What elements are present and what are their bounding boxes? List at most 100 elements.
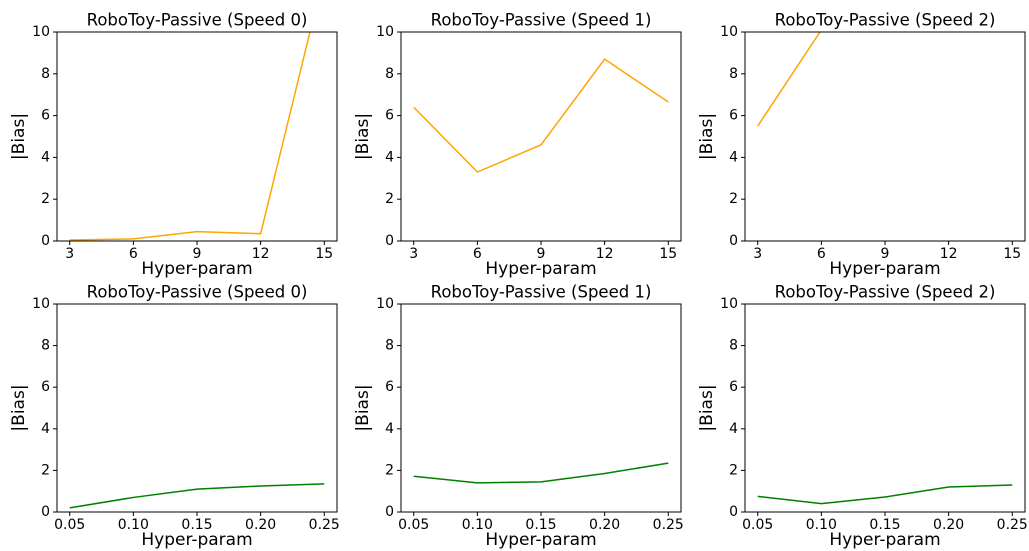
x-tick-label: 3 — [65, 246, 74, 262]
x-tick-label: 0.10 — [118, 517, 149, 533]
y-tick-label: 8 — [41, 338, 50, 354]
y-tick-label: 4 — [385, 149, 394, 165]
x-tick-label: 9 — [881, 246, 890, 262]
data-line — [69, 483, 325, 509]
y-tick-label: 0 — [729, 504, 738, 520]
y-tick-label: 10 — [720, 296, 738, 312]
data-line — [413, 462, 669, 484]
x-tick-label: 0.20 — [245, 517, 276, 533]
data-line — [413, 58, 669, 173]
axes-frame — [744, 31, 1026, 242]
chart-title: RoboToy-Passive (Speed 0) — [87, 283, 308, 302]
x-tick-label: 15 — [315, 246, 333, 262]
x-tick-label: 15 — [1003, 246, 1021, 262]
x-tick-label: 12 — [940, 246, 958, 262]
plot-lines — [413, 462, 669, 484]
chart-title: RoboToy-Passive (Speed 2) — [775, 283, 996, 302]
y-axis-label: |Bias| — [697, 384, 717, 431]
y-tick-label: 0 — [41, 233, 50, 249]
x-tick-label: 0.05 — [398, 517, 429, 533]
x-tick-label: 12 — [252, 246, 270, 262]
y-tick-label: 6 — [385, 379, 394, 395]
x-axis-label: Hyper-param — [485, 530, 596, 550]
y-tick-label: 2 — [41, 191, 50, 207]
y-axis-label: |Bias| — [353, 384, 373, 431]
x-tick-label: 12 — [596, 246, 614, 262]
x-tick-label: 0.05 — [742, 517, 773, 533]
x-tick-label: 9 — [193, 246, 202, 262]
data-line — [757, 32, 821, 127]
x-tick-label: 15 — [659, 246, 677, 262]
y-tick-label: 0 — [385, 233, 394, 249]
x-axis-label: Hyper-param — [829, 259, 940, 279]
chart-title: RoboToy-Passive (Speed 1) — [431, 283, 652, 302]
y-axis-label: |Bias| — [9, 113, 29, 160]
data-line — [757, 484, 1013, 505]
y-tick-label: 8 — [729, 338, 738, 354]
y-tick-label: 10 — [32, 296, 50, 312]
y-tick-label: 6 — [729, 379, 738, 395]
x-tick-label: 0.20 — [933, 517, 964, 533]
x-tick-label: 0.25 — [309, 517, 340, 533]
x-tick-label: 0.10 — [806, 517, 837, 533]
axes-frame — [56, 31, 338, 242]
data-line — [69, 32, 311, 241]
axes-frame — [400, 31, 682, 242]
y-tick-label: 2 — [385, 191, 394, 207]
y-tick-label: 8 — [41, 66, 50, 82]
axes-frame — [744, 303, 1026, 513]
chart-title: RoboToy-Passive (Speed 2) — [775, 11, 996, 30]
y-tick-label: 8 — [729, 66, 738, 82]
y-tick-label: 2 — [729, 462, 738, 478]
x-tick-label: 0.15 — [525, 517, 556, 533]
plot-lines — [69, 32, 311, 241]
y-tick-label: 2 — [385, 462, 394, 478]
y-tick-label: 4 — [729, 149, 738, 165]
y-tick-label: 8 — [385, 66, 394, 82]
y-tick-label: 10 — [376, 296, 394, 312]
x-axis-label: Hyper-param — [141, 259, 252, 279]
x-tick-label: 0.05 — [54, 517, 85, 533]
y-tick-label: 6 — [729, 108, 738, 124]
chart-title: RoboToy-Passive (Speed 0) — [87, 11, 308, 30]
y-tick-label: 8 — [385, 338, 394, 354]
y-tick-label: 0 — [385, 504, 394, 520]
y-tick-label: 0 — [41, 504, 50, 520]
y-tick-label: 0 — [729, 233, 738, 249]
y-tick-label: 10 — [32, 24, 50, 40]
y-tick-label: 4 — [41, 421, 50, 437]
x-tick-label: 0.20 — [589, 517, 620, 533]
x-tick-label: 9 — [537, 246, 546, 262]
y-axis-label: |Bias| — [697, 113, 717, 160]
plot-lines — [69, 483, 325, 509]
y-tick-label: 6 — [41, 379, 50, 395]
x-axis-label: Hyper-param — [829, 530, 940, 550]
x-tick-label: 6 — [817, 246, 826, 262]
x-tick-label: 6 — [473, 246, 482, 262]
x-tick-label: 0.15 — [869, 517, 900, 533]
plot-lines — [413, 58, 669, 173]
y-tick-label: 10 — [376, 24, 394, 40]
y-tick-label: 6 — [41, 108, 50, 124]
plot-lines — [757, 32, 821, 127]
y-tick-label: 6 — [385, 108, 394, 124]
x-tick-label: 0.15 — [181, 517, 212, 533]
y-tick-label: 2 — [729, 191, 738, 207]
y-tick-label: 10 — [720, 24, 738, 40]
x-tick-label: 3 — [753, 246, 762, 262]
x-axis-label: Hyper-param — [141, 530, 252, 550]
y-tick-label: 4 — [41, 149, 50, 165]
y-tick-label: 4 — [385, 421, 394, 437]
chart-title: RoboToy-Passive (Speed 1) — [431, 11, 652, 30]
x-tick-label: 0.25 — [997, 517, 1028, 533]
plot-lines — [757, 484, 1013, 505]
x-tick-label: 6 — [129, 246, 138, 262]
y-axis-label: |Bias| — [353, 113, 373, 160]
x-tick-label: 3 — [409, 246, 418, 262]
axes-frame — [56, 303, 338, 513]
x-axis-label: Hyper-param — [485, 259, 596, 279]
y-tick-label: 2 — [41, 462, 50, 478]
x-tick-label: 0.10 — [462, 517, 493, 533]
